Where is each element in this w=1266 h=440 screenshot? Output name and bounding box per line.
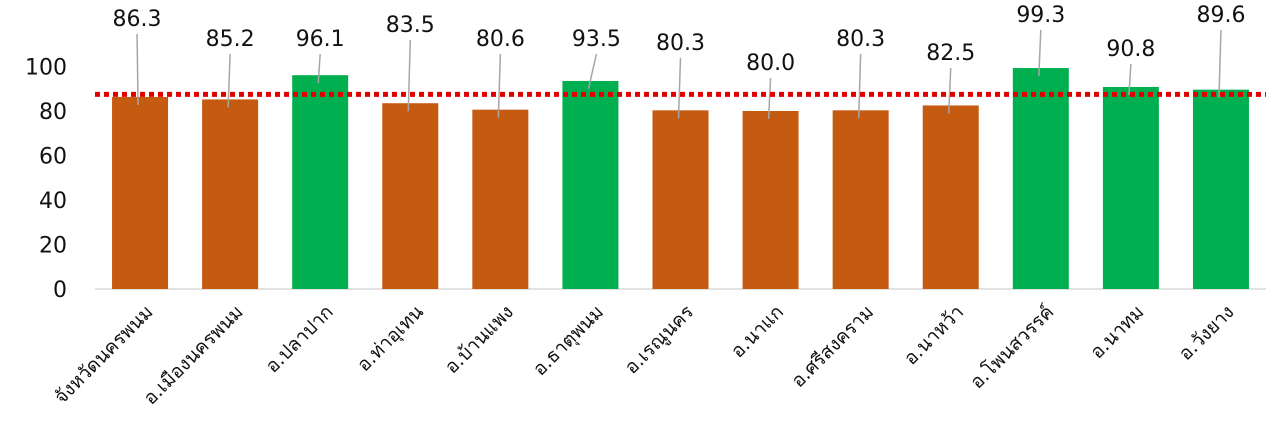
data-label: 86.3 [113, 7, 162, 32]
data-labels: 86.3 85.2 96.1 83.5 80.6 93.5 80.3 80.0 80.3 82.5… [113, 3, 1246, 76]
category-label: อ.ท่าอุเทน [353, 301, 429, 377]
data-label: 89.6 [1196, 3, 1245, 28]
leader-line [1128, 63, 1132, 96]
leader-line [227, 53, 231, 108]
y-tick-label: 20 [39, 234, 67, 259]
leader-line [677, 57, 682, 119]
leader-line [1218, 29, 1222, 98]
bars [112, 68, 1249, 290]
bar [1012, 68, 1069, 290]
bar [382, 103, 439, 290]
bar [742, 111, 799, 289]
y-tick-label: 80 [39, 100, 67, 125]
data-label: 83.5 [386, 13, 435, 38]
bar [652, 110, 709, 290]
data-label: 96.1 [296, 27, 345, 52]
leader-line [857, 53, 862, 119]
bar [472, 109, 529, 289]
category-label: อ.นาทม [1086, 301, 1148, 363]
leader-line [1038, 29, 1042, 77]
data-label: 82.5 [926, 41, 975, 66]
bar [922, 105, 979, 289]
category-label: อ.วังยาง [1175, 301, 1239, 365]
data-label: 90.8 [1106, 37, 1155, 62]
data-label: 80.3 [656, 31, 705, 56]
bar [112, 96, 169, 289]
data-label: 85.2 [206, 27, 255, 52]
category-label: อ.นาแก [727, 301, 788, 362]
bar [832, 110, 889, 290]
leader-line [407, 39, 412, 112]
category-label: อ.ศรีสงคราม [787, 301, 878, 392]
leader-line [136, 33, 139, 105]
y-axis-ticks: 0 20 40 60 80 100 [25, 56, 67, 304]
y-tick-label: 60 [39, 145, 67, 170]
category-label: อ.เรณูนคร [620, 301, 698, 379]
category-label: อ.ปลาปาก [261, 301, 337, 377]
data-label: 80.3 [836, 27, 885, 52]
bar [1192, 89, 1249, 289]
category-label: อ.นาหว้า [900, 301, 969, 370]
bar [562, 80, 619, 290]
leader-line [587, 53, 598, 90]
y-tick-label: 100 [25, 56, 67, 81]
data-label: 99.3 [1016, 3, 1065, 28]
leader-line [317, 53, 321, 84]
data-label: 93.5 [572, 27, 621, 52]
category-label: อ.โพนสวรรค์ [965, 300, 1058, 393]
bar [202, 99, 259, 290]
y-tick-label: 40 [39, 189, 67, 214]
y-tick-label: 0 [53, 278, 67, 303]
category-label: อ.ธาตุพนม [529, 301, 609, 381]
leader-line [497, 53, 502, 118]
leader-line [767, 77, 772, 120]
category-label: อ.บ้านแพง [441, 301, 518, 378]
leader-line [947, 67, 952, 114]
data-label: 80.6 [476, 27, 525, 52]
data-label: 80.0 [746, 51, 795, 76]
data-label-leader-lines [136, 29, 1222, 120]
bar [292, 75, 349, 290]
bar [1102, 86, 1159, 289]
